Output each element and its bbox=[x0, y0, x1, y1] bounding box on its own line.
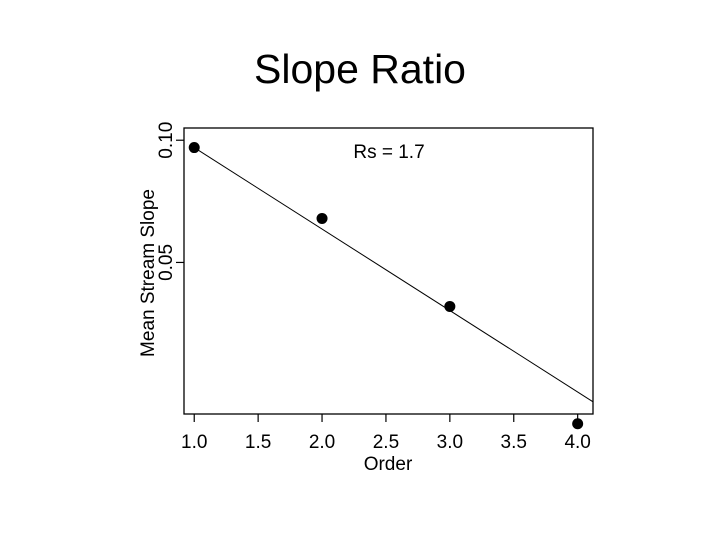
fit-line-group bbox=[193, 147, 594, 403]
x-tick-label: 3.0 bbox=[437, 432, 463, 453]
points-group bbox=[188, 142, 584, 430]
y-axis-label: Mean Stream Slope bbox=[138, 189, 159, 357]
data-point bbox=[444, 300, 456, 312]
x-tick-label: 4.0 bbox=[564, 432, 590, 453]
fit-line bbox=[193, 147, 594, 403]
x-tick-label: 2.0 bbox=[309, 432, 335, 453]
data-point bbox=[572, 418, 584, 430]
y-tick-label: 0.10 bbox=[156, 122, 177, 159]
data-point bbox=[316, 212, 328, 224]
x-tick-label: 3.5 bbox=[501, 432, 527, 453]
x-axis: 1.0 1.5 2.0 2.5 3.0 3.5 4.0 bbox=[181, 414, 591, 453]
x-tick-label: 2.5 bbox=[373, 432, 399, 453]
slide-title: Slope Ratio bbox=[254, 46, 466, 92]
plot-frame bbox=[183, 127, 594, 415]
data-point bbox=[188, 142, 200, 154]
rs-annotation: Rs = 1.7 bbox=[353, 142, 424, 163]
x-tick-label: 1.0 bbox=[181, 432, 207, 453]
x-tick-label: 1.5 bbox=[245, 432, 271, 453]
x-axis-label: Order bbox=[364, 454, 413, 475]
y-axis: 0.05 0.10 bbox=[156, 122, 184, 281]
y-tick-label: 0.05 bbox=[156, 244, 177, 281]
